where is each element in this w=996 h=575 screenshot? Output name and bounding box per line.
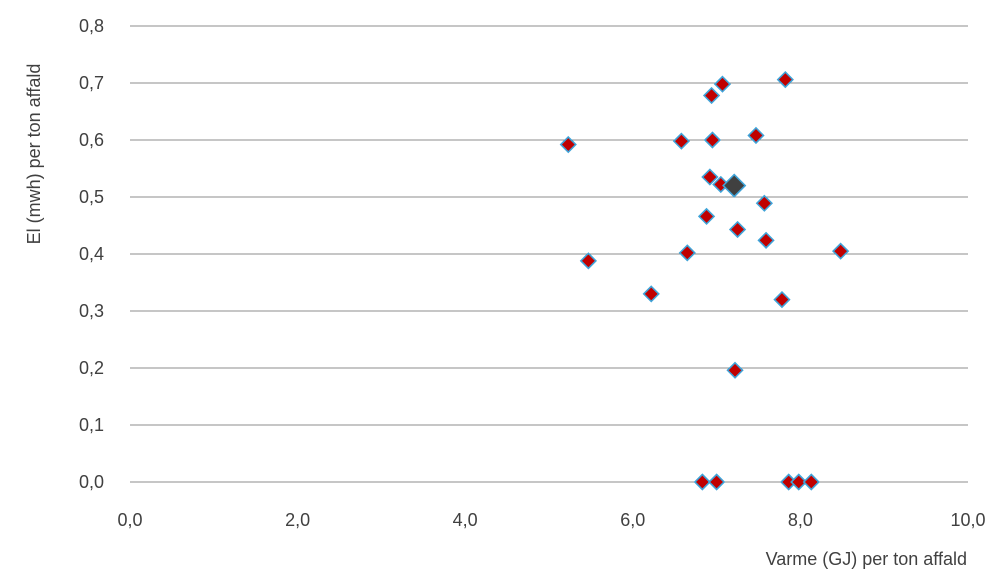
y-tick-label: 0,2: [79, 358, 104, 378]
data-point: [773, 290, 791, 309]
y-axis-ticks: 0,0 0,1 0,2 0,3 0,4 0,5 0,6 0,7 0,8: [79, 16, 104, 492]
y-tick-label: 0,4: [79, 244, 104, 264]
x-tick-label: 6,0: [620, 510, 645, 530]
data-point: [722, 173, 747, 198]
data-point: [726, 361, 744, 379]
y-tick-label: 0,8: [79, 16, 104, 36]
data-point: [713, 75, 732, 93]
data-point: [707, 473, 726, 491]
data-point: [728, 220, 747, 239]
data-point: [672, 132, 691, 150]
data-point: [579, 252, 598, 270]
gridlines: [130, 25, 968, 483]
y-tick-label: 0,7: [79, 73, 104, 93]
data-point: [831, 242, 850, 260]
x-tick-label: 4,0: [453, 510, 478, 530]
x-tick-label: 10,0: [950, 510, 985, 530]
y-tick-label: 0,5: [79, 187, 104, 207]
y-axis-title: El (mwh) per ton affald: [24, 64, 44, 245]
y-tick-label: 0,6: [79, 130, 104, 150]
x-axis-ticks: 0,0 2,0 4,0 6,0 8,0 10,0: [117, 510, 985, 530]
data-point: [559, 135, 577, 154]
data-point: [642, 285, 660, 303]
data-point: [776, 70, 794, 89]
x-tick-label: 0,0: [117, 510, 142, 530]
x-tick-label: 8,0: [788, 510, 813, 530]
data-point: [802, 473, 820, 491]
data-point: [790, 473, 808, 491]
data-point: [701, 168, 719, 186]
data-point: [697, 207, 716, 226]
data-point: [678, 244, 696, 262]
data-point: [693, 473, 711, 491]
data-point: [703, 131, 722, 149]
x-axis-title: Varme (GJ) per ton affald: [766, 549, 967, 569]
data-point: [755, 194, 773, 212]
y-tick-label: 0,0: [79, 472, 104, 492]
data-point: [747, 126, 765, 145]
y-tick-label: 0,3: [79, 301, 104, 321]
data-points: [559, 70, 850, 491]
data-point: [702, 86, 721, 105]
y-tick-label: 0,1: [79, 415, 104, 435]
data-point: [757, 231, 775, 249]
x-tick-label: 2,0: [285, 510, 310, 530]
